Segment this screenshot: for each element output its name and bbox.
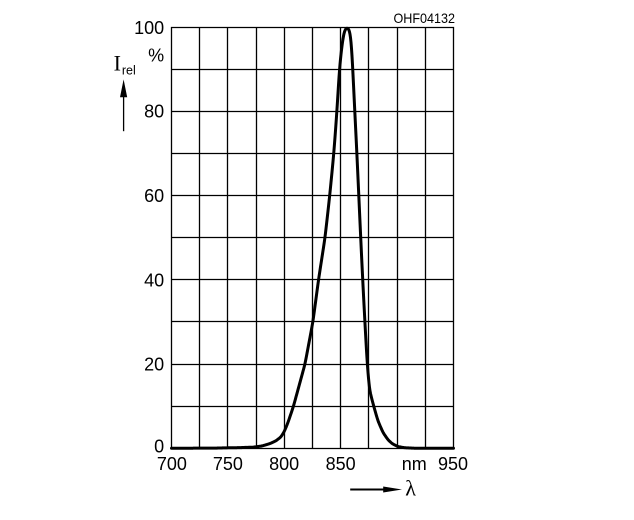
svg-text:700: 700 <box>157 454 187 474</box>
svg-text:850: 850 <box>326 454 356 474</box>
svg-text:OHF04132: OHF04132 <box>394 10 456 26</box>
svg-text:λ: λ <box>405 475 416 500</box>
svg-text:80: 80 <box>144 102 164 122</box>
svg-text:100: 100 <box>134 18 164 38</box>
svg-text:I: I <box>114 50 121 75</box>
svg-text:40: 40 <box>144 270 164 290</box>
svg-text:750: 750 <box>213 454 243 474</box>
svg-text:0: 0 <box>154 437 164 457</box>
svg-text:950: 950 <box>438 454 468 474</box>
svg-text:rel: rel <box>122 63 136 77</box>
svg-text:%: % <box>148 46 164 66</box>
svg-text:800: 800 <box>269 454 299 474</box>
svg-text:60: 60 <box>144 186 164 206</box>
svg-text:20: 20 <box>144 355 164 375</box>
svg-text:nm: nm <box>402 454 427 474</box>
